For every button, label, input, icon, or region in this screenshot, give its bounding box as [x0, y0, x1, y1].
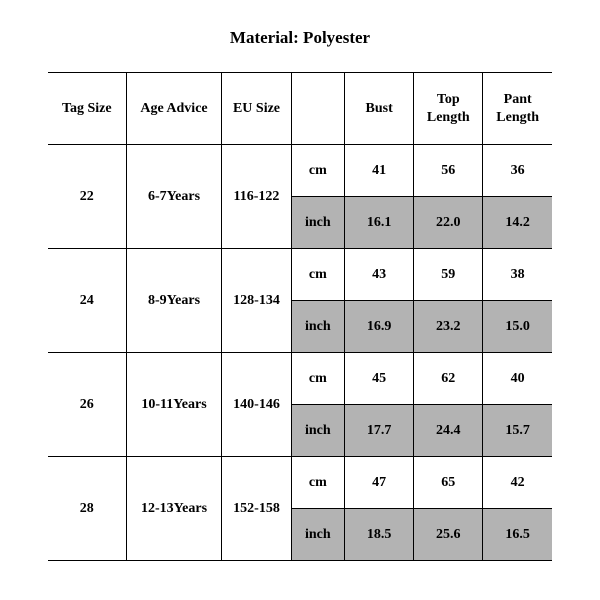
size-chart-table: Tag Size Age Advice EU Size Bust Top Len… — [48, 72, 552, 561]
cell-bust: 47 — [345, 457, 414, 509]
cell-unit: inch — [291, 405, 345, 457]
cell-pant-length: 40 — [483, 353, 552, 405]
col-pant-length: Pant Length — [483, 73, 552, 145]
cell-top-length: 24.4 — [414, 405, 483, 457]
cell-age-advice: 8-9Years — [126, 249, 222, 353]
cell-age-advice: 6-7Years — [126, 145, 222, 249]
cell-top-length: 22.0 — [414, 197, 483, 249]
cell-eu-size: 152-158 — [222, 457, 291, 561]
cell-age-advice: 10-11Years — [126, 353, 222, 457]
cell-bust: 41 — [345, 145, 414, 197]
cell-pant-length: 36 — [483, 145, 552, 197]
cell-eu-size: 140-146 — [222, 353, 291, 457]
cell-eu-size: 128-134 — [222, 249, 291, 353]
cell-unit: inch — [291, 509, 345, 561]
cell-top-length: 65 — [414, 457, 483, 509]
col-top-length: Top Length — [414, 73, 483, 145]
cell-age-advice: 12-13Years — [126, 457, 222, 561]
cell-pant-length: 15.7 — [483, 405, 552, 457]
table-row: 26 10-11Years 140-146 cm 45 62 40 — [48, 353, 552, 405]
page: Material: Polyester Tag Size Age Advice … — [0, 0, 600, 600]
header-row: Tag Size Age Advice EU Size Bust Top Len… — [48, 73, 552, 145]
col-bust: Bust — [345, 73, 414, 145]
cell-tag-size: 22 — [48, 145, 126, 249]
cell-pant-length: 15.0 — [483, 301, 552, 353]
cell-bust: 43 — [345, 249, 414, 301]
cell-eu-size: 116-122 — [222, 145, 291, 249]
cell-bust: 16.1 — [345, 197, 414, 249]
material-title: Material: Polyester — [48, 28, 552, 48]
cell-unit: cm — [291, 249, 345, 301]
cell-top-length: 59 — [414, 249, 483, 301]
table-row: 22 6-7Years 116-122 cm 41 56 36 — [48, 145, 552, 197]
cell-top-length: 62 — [414, 353, 483, 405]
col-unit-blank — [291, 73, 345, 145]
cell-bust: 18.5 — [345, 509, 414, 561]
cell-pant-length: 38 — [483, 249, 552, 301]
cell-unit: cm — [291, 457, 345, 509]
table-row: 28 12-13Years 152-158 cm 47 65 42 — [48, 457, 552, 509]
cell-top-length: 25.6 — [414, 509, 483, 561]
cell-bust: 17.7 — [345, 405, 414, 457]
cell-tag-size: 24 — [48, 249, 126, 353]
cell-unit: inch — [291, 301, 345, 353]
cell-pant-length: 14.2 — [483, 197, 552, 249]
cell-unit: cm — [291, 145, 345, 197]
cell-bust: 16.9 — [345, 301, 414, 353]
cell-pant-length: 42 — [483, 457, 552, 509]
table-row: 24 8-9Years 128-134 cm 43 59 38 — [48, 249, 552, 301]
col-eu-size: EU Size — [222, 73, 291, 145]
cell-top-length: 56 — [414, 145, 483, 197]
cell-tag-size: 28 — [48, 457, 126, 561]
cell-pant-length: 16.5 — [483, 509, 552, 561]
cell-unit: cm — [291, 353, 345, 405]
cell-top-length: 23.2 — [414, 301, 483, 353]
cell-bust: 45 — [345, 353, 414, 405]
col-tag-size: Tag Size — [48, 73, 126, 145]
col-age-advice: Age Advice — [126, 73, 222, 145]
cell-unit: inch — [291, 197, 345, 249]
cell-tag-size: 26 — [48, 353, 126, 457]
